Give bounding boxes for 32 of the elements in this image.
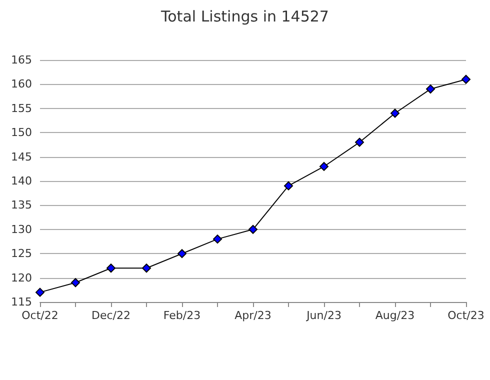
y-tick-label: 160 [11,78,32,91]
x-tick-label: Apr/23 [234,309,272,322]
point [213,234,222,244]
x-tick-label: Aug/23 [375,309,415,322]
point [36,288,44,297]
y-tick-label: 140 [11,174,32,188]
x-tick-label: Dec/22 [92,309,130,322]
y-tick-label: 135 [11,198,32,212]
y-tick-label: 120 [11,271,32,284]
y-tick-label: 145 [11,150,32,164]
y-tick-label: 125 [11,247,32,260]
point [426,84,435,94]
point [106,264,116,273]
chart-title: Total Listings in 14527 [160,8,329,26]
point [390,108,400,118]
point [142,264,151,273]
x-tick-label: Oct/23 [448,309,484,322]
y-tick-label: 165 [11,54,32,66]
point [320,162,328,171]
point [462,74,470,84]
x-tick-label: Feb/23 [163,309,201,322]
point [355,138,364,147]
x-tick-label: Oct/22 [22,309,58,322]
y-tick-label: 155 [11,102,32,115]
y-tick-label: 115 [11,296,32,308]
y-tick-label: 130 [11,222,32,236]
point [284,181,293,190]
y-tick-label: 150 [11,126,32,140]
point [178,249,186,258]
point [71,278,80,288]
x-tick-label: Jun/23 [306,309,342,322]
point [248,224,258,234]
